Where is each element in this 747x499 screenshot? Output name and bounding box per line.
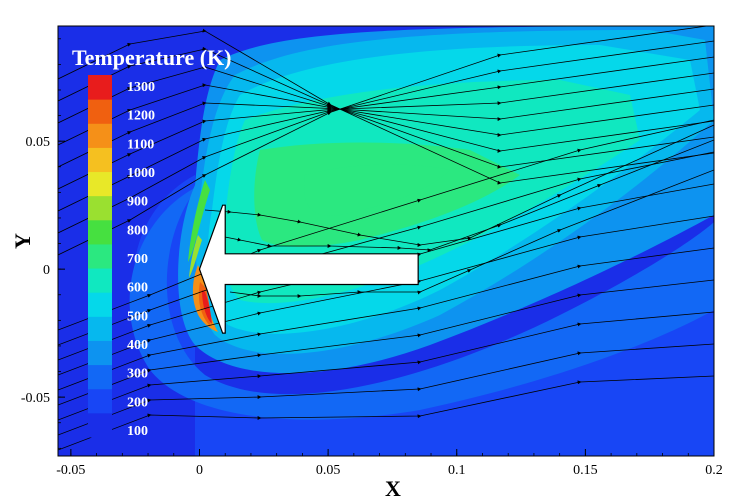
colorbar-level-label: 700: [127, 252, 148, 267]
colorbar-level-label: 1000: [127, 166, 155, 181]
colorbar-swatch: [88, 268, 112, 293]
colorbar-level-label: 900: [127, 195, 148, 210]
colorbar-level-label: 500: [127, 309, 148, 324]
y-axis-title: Y: [10, 233, 35, 249]
colorbar-swatch: [88, 195, 112, 221]
x-tick-label: 0.15: [573, 463, 598, 478]
colorbar-level-label: 800: [127, 223, 148, 238]
colorbar-swatch: [88, 147, 112, 173]
colorbar-swatch: [88, 171, 112, 197]
colorbar-swatch: [88, 99, 112, 124]
colorbar-level-label: 1300: [127, 80, 155, 95]
colorbar-title: Temperature (K): [72, 45, 231, 70]
colorbar-level-label: 100: [127, 424, 148, 439]
streamline: [58, 375, 714, 451]
x-tick-label: -0.05: [56, 463, 85, 478]
colorbar-labels: 100 200 300 400 500 600 700 800 900 1000 1100 1200 1…: [127, 80, 155, 439]
streamline: [229, 169, 714, 299]
colorbar-level-label: 400: [127, 338, 148, 353]
plot-frame: [57, 25, 715, 457]
x-tick-label: 0.05: [316, 463, 341, 478]
colorbar-level-label: 300: [127, 367, 148, 382]
colorbar-level-label: 200: [127, 395, 148, 410]
x-tick-label: 0: [196, 463, 203, 478]
colorbar-swatch: [88, 243, 112, 269]
colorbar-swatches: [88, 75, 112, 438]
colorbar-level-label: 600: [127, 281, 148, 296]
colorbar-swatch: [88, 316, 112, 341]
y-axis-ticks: -0.05 0 0.05: [21, 38, 65, 449]
plot-area: [58, 26, 714, 456]
y-tick-label: 0.05: [26, 135, 51, 150]
colorbar-level-label: 1100: [127, 137, 154, 152]
x-axis-title: X: [385, 476, 401, 499]
x-tick-label: 0.1: [448, 463, 466, 478]
colorbar-swatch: [88, 292, 112, 317]
colorbar-level-label: 1200: [127, 109, 155, 124]
colorbar-swatch: [88, 412, 112, 438]
streamlines: [58, 26, 714, 451]
body-outline: [198, 204, 419, 334]
colorbar-swatch: [88, 340, 112, 366]
colorbar-swatch: [88, 123, 112, 148]
colorbar-legend: Temperature (K) 100 200 300 400 500 600 700 800…: [72, 45, 231, 439]
colorbar-swatch: [88, 364, 112, 390]
y-tick-label: -0.05: [21, 391, 50, 406]
x-tick-label: 0.2: [705, 463, 723, 478]
colorbar-swatch: [88, 388, 112, 414]
colorbar-swatch: [88, 75, 112, 100]
y-tick-label: 0: [43, 263, 50, 278]
colorbar-swatch: [88, 219, 112, 245]
x-axis-ticks: -0.05 0 0.05 0.1 0.15 0.2: [56, 449, 723, 478]
